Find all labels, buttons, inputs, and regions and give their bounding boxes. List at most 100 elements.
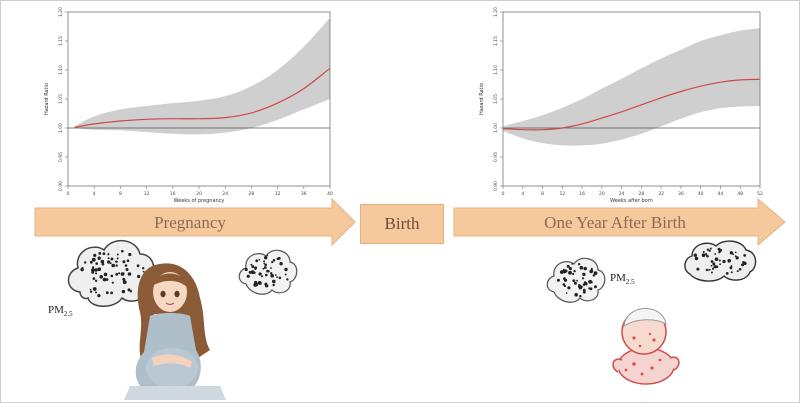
particle-dot [708, 249, 711, 252]
particle-dot [556, 278, 560, 282]
particle-dot [714, 253, 717, 255]
particle-dot [115, 264, 118, 267]
particle-dot [588, 287, 591, 290]
particle-dot [250, 263, 253, 266]
particle-dot [97, 294, 101, 298]
particle-dot [81, 267, 84, 270]
y-tick-label: 1.10 [493, 65, 499, 75]
particle-dot [734, 255, 737, 258]
particle-dot [122, 280, 127, 285]
particle-dot [91, 266, 95, 269]
pants [124, 386, 226, 400]
particle-dot [137, 274, 141, 279]
cloud-shape [546, 257, 606, 303]
particle-dot [95, 291, 97, 294]
particle-dot [729, 266, 733, 270]
pm25-label-right: PM2.5 [610, 272, 635, 286]
y-tick-label: 1.15 [493, 36, 499, 46]
particle-dot [272, 279, 276, 284]
bangs [152, 273, 188, 288]
particle-dot [142, 270, 145, 273]
particle-dot [279, 262, 283, 266]
particle-dot [107, 253, 110, 256]
particle-dot [705, 268, 709, 272]
pregnancy-label: Pregnancy [154, 213, 226, 232]
particle-dot [582, 290, 586, 294]
particle-dot [94, 268, 98, 272]
x-tick-label: 24 [222, 191, 228, 197]
particle-dot [562, 269, 567, 274]
particle-dot [99, 275, 103, 279]
pm25-label-left: PM2.5 [48, 304, 73, 318]
particle-dot [110, 291, 113, 295]
pm-cloud-far-right [684, 240, 757, 282]
particle-dot [582, 272, 586, 277]
particle-dot [583, 266, 587, 271]
particle-dot [116, 253, 119, 256]
y-tick-label: 1.00 [493, 123, 499, 133]
y-tick-label: 0.90 [58, 181, 64, 191]
x-tick-label: 16 [579, 191, 585, 197]
pm-text: PM [610, 272, 626, 284]
particle-dot [262, 267, 265, 270]
particle-dot [578, 286, 583, 290]
x-tick-label: 12 [144, 191, 150, 197]
particle-dot [567, 286, 571, 290]
particle-dot [270, 267, 272, 269]
belly [146, 348, 198, 388]
x-tick-label: 4 [521, 191, 524, 197]
x-tick-label: 48 [737, 191, 743, 197]
particle-dot [590, 267, 593, 271]
particle-dot [120, 272, 125, 276]
particle-dot [714, 257, 719, 261]
particle-dot [729, 251, 734, 255]
pm-sub: 2.5 [625, 278, 635, 287]
baby-hat [623, 308, 667, 327]
particle-dot [704, 253, 708, 256]
particle-dot [578, 283, 580, 286]
particle-dot [706, 248, 709, 251]
x-axis-label: Weeks of pregnancy [174, 198, 225, 204]
particle-dot [263, 266, 267, 269]
particle-dot [582, 283, 586, 286]
pregnancy-arrow-shape [34, 198, 356, 246]
x-tick-label: 0 [502, 191, 505, 197]
particle-dot [118, 272, 121, 275]
particle-dot [94, 254, 96, 257]
particle-dot [263, 260, 266, 263]
particle-dot [95, 272, 98, 275]
particle-dot [124, 264, 128, 267]
y-tick-label: 1.20 [493, 7, 499, 17]
chart-after-birth-svg: 0 4 8 12 16 20 24 28 32 36 40 44 48 520.900.951.001.0… [479, 7, 763, 204]
pregnancy-arrow [34, 198, 356, 246]
particle-dot [270, 274, 274, 278]
particle-dot [727, 259, 731, 263]
chart-pregnancy: 0 4 8 12 16 20 24 28 32 36 40 0.90 0.95 1.00 1.05 1.10 1… [40, 4, 340, 204]
particle-dot [278, 276, 282, 280]
particle-dot [253, 271, 256, 274]
pregnant-woman-illustration [124, 263, 226, 400]
particle-dots [80, 249, 145, 298]
particle-dot [710, 271, 713, 274]
x-tick-label: 20 [196, 191, 202, 197]
particle-dot [101, 262, 105, 266]
particle-dot [116, 257, 119, 260]
particle-dot [111, 281, 114, 284]
y-tick-label: 1.15 [58, 36, 64, 46]
particle-dot [89, 260, 93, 264]
particle-dot [693, 253, 697, 257]
particle-dot [563, 284, 567, 288]
pm-sub: 2.5 [63, 310, 73, 319]
particle-dot [126, 259, 130, 262]
particle-dot [272, 283, 275, 287]
chart-after-birth: 0 4 8 12 16 20 24 28 32 36 40 44 48 52 0.90 0.95 1.00 1.0… [475, 4, 770, 204]
particle-dot [103, 272, 108, 277]
x-tick-label: 28 [249, 191, 255, 197]
particle-dot [110, 274, 114, 278]
x-tick-label: 32 [658, 191, 664, 197]
particle-dot [253, 283, 258, 287]
particle-dot [694, 256, 699, 261]
y-tick-label: 1.00 [58, 123, 64, 133]
particle-dot [742, 261, 745, 264]
particle-dot [115, 260, 118, 263]
